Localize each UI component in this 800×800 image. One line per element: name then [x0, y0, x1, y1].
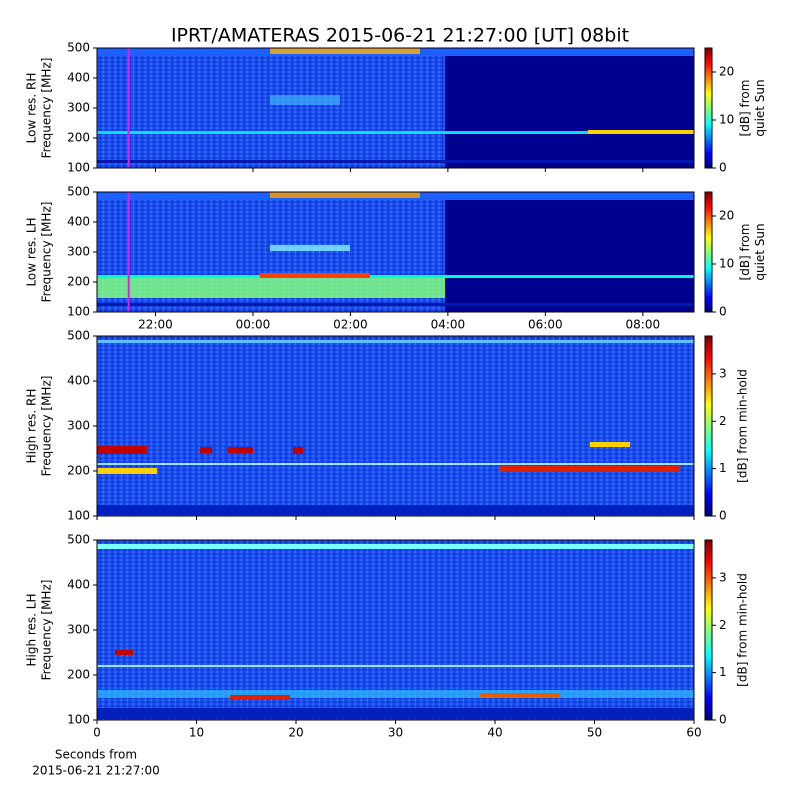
colorbar-tick-label: 0: [719, 713, 727, 727]
y-tick-label: 100: [67, 509, 90, 523]
y-tick-label: 300: [67, 101, 90, 115]
x-tick-label: 50: [587, 726, 602, 740]
y-axis-label: High res. RH: [25, 389, 39, 464]
y-tick-label: 200: [67, 464, 90, 478]
colorbar-label: [dB] from min-hold: [736, 573, 750, 687]
x-tick-label: 10: [189, 726, 204, 740]
y-tick-label: 500: [67, 329, 90, 343]
colorbar: [704, 47, 713, 169]
x-tick-label: 40: [487, 726, 502, 740]
y-tick-label: 300: [67, 419, 90, 433]
x-tick-label: 00:00: [236, 318, 271, 332]
x-tick-label: 30: [388, 726, 403, 740]
spectrogram-texture: [97, 48, 694, 720]
x-tick-label: 22:00: [138, 318, 173, 332]
x-axis-label: Seconds from: [55, 748, 137, 762]
y-tick-label: 400: [67, 578, 90, 592]
y-tick-label: 300: [67, 245, 90, 259]
colorbar-tick-label: 10: [719, 257, 734, 271]
colorbar-tick-label: 20: [719, 65, 734, 79]
colorbar-tick-label: 0: [719, 161, 727, 175]
colorbar-label: [dB] from: [738, 224, 752, 281]
y-tick-label: 400: [67, 215, 90, 229]
chart-title: IPRT/AMATERAS 2015-06-21 21:27:00 [UT] 0…: [171, 25, 629, 47]
colorbar-label: quiet Sun: [753, 79, 767, 136]
colorbar-tick-label: 0: [719, 305, 727, 319]
x-tick-label: 06:00: [528, 318, 563, 332]
x-axis-label: 2015-06-21 21:27:00: [32, 764, 159, 778]
colorbar-label: quiet Sun: [753, 223, 767, 280]
x-tick-label: 08:00: [626, 318, 661, 332]
colorbar-tick-label: 2: [719, 414, 727, 428]
y-axis-label: Low res. LH: [25, 217, 39, 286]
y-tick-label: 100: [67, 305, 90, 319]
y-tick-label: 400: [67, 374, 90, 388]
x-tick-label: 02:00: [333, 318, 368, 332]
y-axis-label: Frequency [MHz]: [40, 580, 54, 681]
y-tick-label: 400: [67, 71, 90, 85]
y-tick-label: 200: [67, 275, 90, 289]
colorbar-tick-label: 1: [719, 461, 727, 475]
colorbar-label: [dB] from: [738, 80, 752, 137]
x-tick-label: 20: [288, 726, 303, 740]
y-axis-label: Frequency [MHz]: [40, 202, 54, 303]
colorbar-tick-label: 0: [719, 509, 727, 523]
colorbar-tick-label: 3: [719, 366, 727, 380]
colorbar-tick-label: 10: [719, 113, 734, 127]
colorbar: [704, 539, 713, 721]
y-tick-label: 500: [67, 185, 90, 199]
colorbar: [704, 191, 713, 313]
y-axis-label: High res. LH: [25, 593, 39, 666]
colorbar-tick-label: 1: [719, 665, 727, 679]
y-tick-label: 500: [67, 41, 90, 55]
y-tick-label: 300: [67, 623, 90, 637]
x-tick-label: 0: [93, 726, 101, 740]
colorbar-tick-label: 20: [719, 209, 734, 223]
y-tick-label: 100: [67, 713, 90, 727]
colorbar: [704, 335, 713, 517]
x-tick-label: 04:00: [431, 318, 466, 332]
y-tick-label: 100: [67, 161, 90, 175]
colorbar-label: [dB] from min-hold: [736, 369, 750, 483]
colorbar-tick-label: 2: [719, 618, 727, 632]
y-tick-label: 500: [67, 533, 90, 547]
colorbar-tick-label: 3: [719, 570, 727, 584]
y-tick-label: 200: [67, 668, 90, 682]
x-tick-label: 60: [686, 726, 701, 740]
y-tick-label: 200: [67, 131, 90, 145]
y-axis-label: Frequency [MHz]: [40, 58, 54, 159]
y-axis-label: Low res. RH: [25, 73, 39, 144]
y-axis-label: Frequency [MHz]: [40, 376, 54, 477]
